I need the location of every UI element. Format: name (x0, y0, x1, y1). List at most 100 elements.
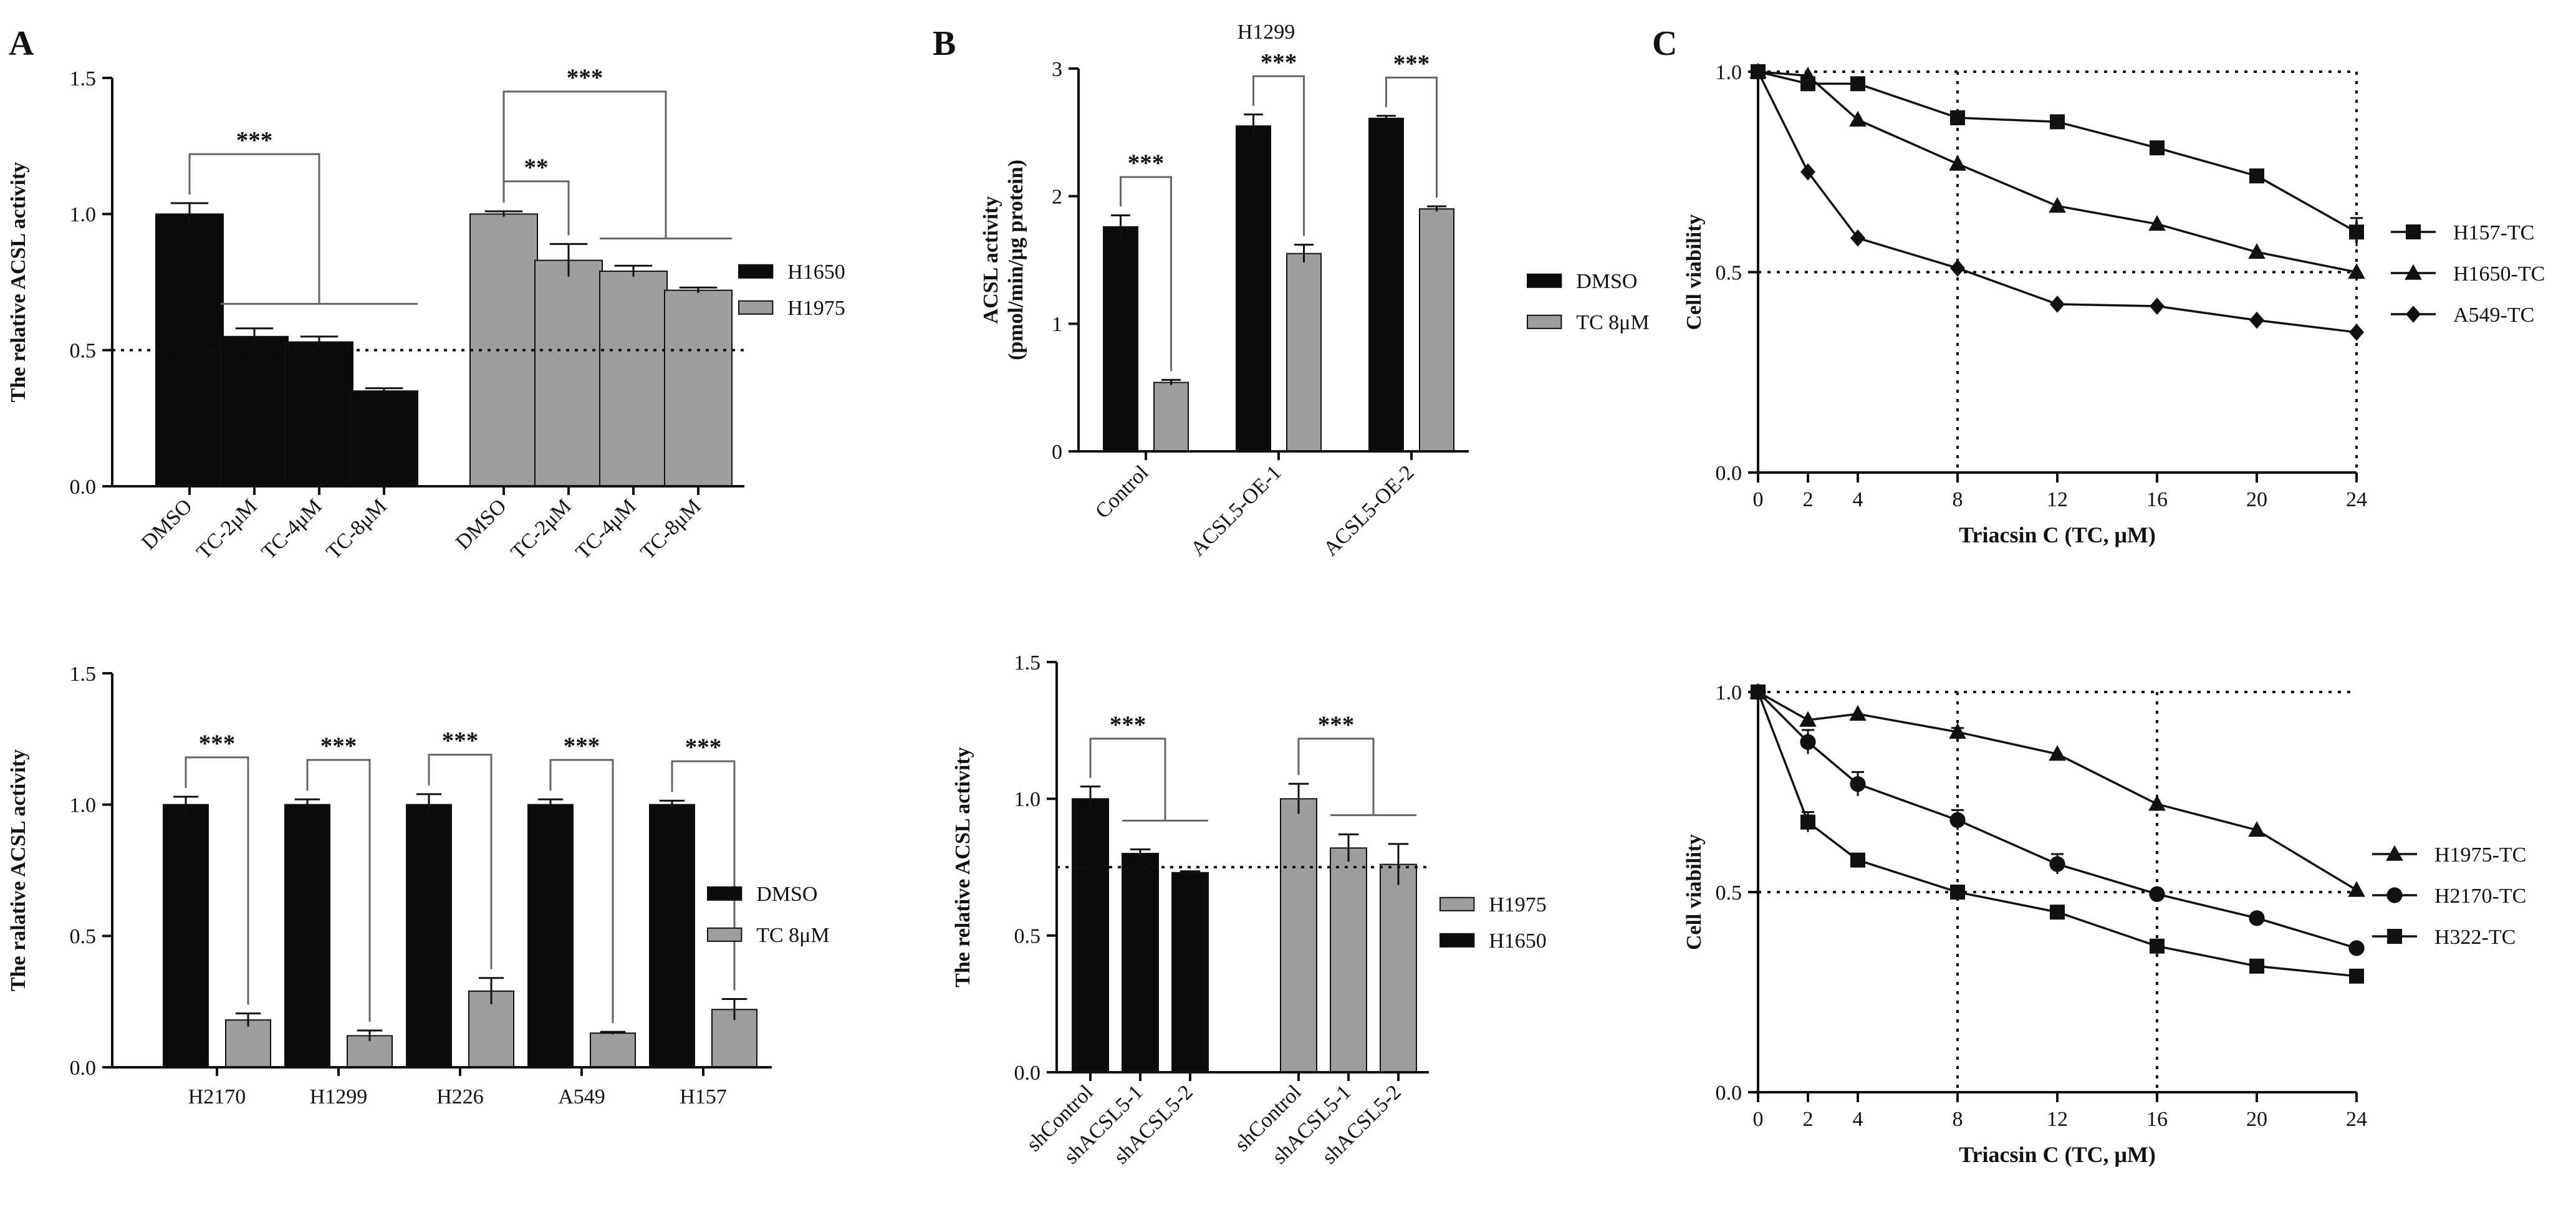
legend-label: DMSO (1576, 270, 1637, 293)
x-tick-label: Control (1091, 461, 1153, 523)
legend-swatch (1527, 314, 1562, 329)
significance-bracket (428, 754, 493, 969)
x-tick-label: 8 (1953, 488, 1963, 511)
y-tick-label: 1.0 (70, 203, 97, 226)
legend-label: A549-TC (2453, 304, 2534, 327)
legend-label: H1650 (787, 261, 845, 284)
significance-bracket (671, 760, 736, 991)
legend-label: TC 8μM (1576, 311, 1649, 334)
chart-title: H1299 (1238, 21, 1295, 44)
data-point (2349, 968, 2364, 984)
x-tick-label: H2170 (188, 1085, 246, 1108)
x-tick-label: TC-4μM (257, 494, 326, 564)
y-tick-label: 0.5 (1716, 882, 1742, 905)
data-point (2406, 305, 2421, 323)
legend-swatch (1439, 933, 1475, 948)
data-point (2049, 197, 2066, 213)
legend-label: H1975 (1489, 893, 1547, 916)
significance-marker: *** (199, 730, 236, 757)
legend-swatch (707, 927, 743, 942)
legend-swatch (1439, 896, 1475, 911)
x-tick-label: H157 (680, 1085, 727, 1108)
data-point (1849, 110, 1867, 127)
x-tick-label: H226 (436, 1085, 484, 1108)
data-point (2348, 263, 2365, 279)
y-tick-label: 0.0 (1716, 1082, 1742, 1105)
significance-marker: *** (1318, 711, 1355, 738)
y-tick-label: 1.5 (70, 67, 97, 90)
data-point (2349, 324, 2364, 341)
x-tick-label: 16 (2146, 488, 2168, 511)
y-tick-label: 0.0 (1716, 462, 1742, 485)
data-point (2386, 887, 2403, 903)
y-axis-label: Cell viability (1683, 214, 1706, 330)
y-tick-label: 1.0 (70, 794, 97, 817)
x-tick-label: 20 (2246, 1108, 2267, 1131)
y-tick-label: 1.0 (1716, 681, 1742, 704)
panel-label-c: C (1652, 24, 1677, 63)
y-axis-label: The relative ACSL activity (7, 162, 30, 403)
panel-label-a: A (9, 24, 34, 63)
y-tick-label: 0.0 (70, 1057, 97, 1080)
y-tick-label: 0.5 (1014, 925, 1041, 948)
y-tick-label: 0 (1052, 441, 1062, 464)
x-tick-label: 8 (1953, 1108, 1963, 1131)
data-point (2050, 905, 2065, 920)
data-point (2349, 224, 2364, 240)
bar (711, 1009, 757, 1068)
data-point (1800, 163, 1815, 181)
data-point (1850, 229, 1865, 247)
data-point (2248, 243, 2266, 259)
x-tick-label: ACSL5-OE-1 (1186, 461, 1286, 560)
y-tick-label: 0.0 (1014, 1062, 1041, 1085)
y-tick-label: 3 (1052, 58, 1062, 81)
legend-label: DMSO (756, 883, 817, 906)
significance-marker: ** (524, 154, 548, 181)
y-tick-label: 0.0 (70, 476, 97, 499)
data-point (2386, 845, 2403, 861)
y-tick-label: 1.0 (1014, 788, 1041, 811)
significance-bracket (1385, 76, 1438, 198)
legend-swatch (707, 886, 743, 901)
significance-marker: *** (685, 734, 722, 761)
x-tick-label: DMSO (451, 494, 511, 554)
significance-marker: *** (442, 728, 479, 754)
legend-label: H322-TC (2434, 926, 2516, 949)
y-tick-label: 0.5 (70, 925, 97, 948)
legend-label: H157-TC (2453, 221, 2534, 244)
bar (599, 271, 668, 487)
significance-marker: *** (236, 127, 273, 153)
bar (1419, 208, 1454, 452)
data-point (2148, 795, 2166, 811)
x-axis-label: Triacsin C (TC, μM) (1959, 522, 2156, 547)
significance-bracket (1297, 737, 1375, 815)
bar (590, 1032, 636, 1069)
significance-bracket (185, 756, 249, 1005)
x-tick-label: TC-2μM (192, 494, 261, 564)
legend-label: TC 8μM (756, 924, 829, 947)
series-line (1757, 691, 2357, 949)
bar (1236, 125, 1271, 453)
panel-a1-bar-chart: 0.0 0.5 1.0 1.5 The relative ACSL activity DM… (7, 64, 845, 564)
x-tick-label: 20 (2246, 488, 2267, 511)
data-point (2249, 311, 2264, 329)
significance-bracket (188, 153, 320, 304)
data-point (1800, 734, 1816, 750)
y-tick-label: 1.0 (1716, 61, 1742, 84)
bar (1171, 872, 1209, 1073)
legend-label: H2170-TC (2434, 885, 2526, 908)
panel-a2-bar-chart: 0.0 0.5 1.0 1.5 The ralative ACSL activity H2… (7, 663, 830, 1108)
y-axis-label: The ralative ACSL activity (7, 749, 30, 991)
bar (284, 804, 330, 1068)
significance-marker: *** (1393, 50, 1430, 77)
x-tick-label: 2 (1803, 488, 1814, 511)
bar (1072, 798, 1109, 1074)
x-tick-label: 4 (1853, 488, 1863, 511)
significance-marker: *** (320, 733, 357, 759)
bar (406, 804, 452, 1068)
x-tick-label: A549 (558, 1085, 605, 1108)
panel-label-b: B (933, 24, 956, 63)
